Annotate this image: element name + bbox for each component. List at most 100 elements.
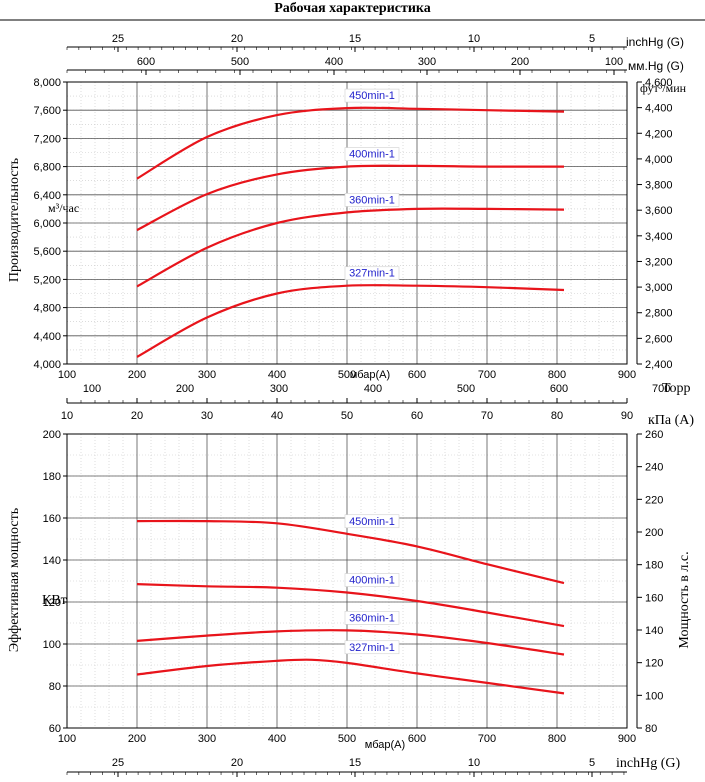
y2-tick-label: 3,600: [645, 205, 673, 217]
chart-title: Рабочая характеристика: [274, 1, 431, 16]
series-label-box: [344, 514, 400, 529]
series-label: 450min-1: [349, 516, 395, 528]
mmhg-tick-label: 200: [511, 56, 529, 68]
series-line-327min-1: [136, 284, 565, 358]
x-tick-label: 900: [618, 733, 636, 745]
y-tick-label: 140: [43, 555, 61, 567]
bottom-inchhg-axis-label: inchHg (G): [616, 756, 680, 771]
bottom-inchhg-tick-label: 5: [589, 757, 595, 769]
x-tick-label: 800: [548, 733, 566, 745]
x-tick-label: 800: [548, 369, 566, 381]
inchhg-axis-label: inchHg (G): [626, 35, 684, 49]
inchhg-tick-label: 10: [468, 33, 480, 45]
y2-tick-label: 4,400: [645, 103, 673, 115]
y-unit-label: м³/час: [48, 201, 79, 215]
x-axis-label: мбар(A): [350, 369, 390, 381]
y2-tick-label: 180: [645, 560, 663, 572]
plot-frame: [66, 433, 628, 729]
kpa-tick-label: 10: [61, 410, 73, 422]
inchhg-tick-label: 20: [231, 33, 243, 45]
series-label-box: [344, 611, 400, 625]
y2-tick-label: 120: [645, 658, 663, 670]
y2-axis-label: фут³/мин: [640, 81, 687, 95]
y-tick-label: 4,800: [33, 303, 61, 315]
series-label-box: [344, 266, 400, 281]
series-label: 360min-1: [349, 194, 395, 206]
y2-axis-label: Мощность в л.с.: [677, 551, 692, 648]
y-unit-label: КВт: [42, 593, 67, 608]
y2-tick-label: 4,600: [645, 77, 673, 89]
kpa-tick-label: 20: [131, 410, 143, 422]
kpa-tick-label: 80: [551, 410, 563, 422]
series-label: 327min-1: [349, 642, 395, 654]
y-tick-label: 7,600: [33, 105, 61, 117]
kpa-axis-label: кПа (A): [648, 413, 694, 428]
bottom-inchhg-tick-label: 25: [112, 757, 124, 769]
series-label-box: [344, 88, 400, 103]
y2-tick-label: 220: [645, 494, 663, 506]
series-label: 400min-1: [349, 149, 395, 161]
series-line-400min-1: [136, 164, 565, 232]
y-tick-label: 160: [43, 513, 61, 525]
kpa-tick-label: 70: [481, 410, 493, 422]
x-tick-label: 600: [408, 369, 426, 381]
mmhg-tick-label: 600: [137, 56, 155, 68]
x-tick-label: 200: [128, 369, 146, 381]
torr-tick-label: 500: [457, 383, 475, 395]
y-tick-label: 180: [43, 471, 61, 483]
y-tick-label: 6,800: [33, 162, 61, 174]
series-line-400min-1: [136, 583, 565, 628]
y2-tick-label: 3,200: [645, 256, 673, 268]
y2-tick-label: 2,800: [645, 308, 673, 320]
y2-tick-label: 240: [645, 462, 663, 474]
y2-tick-label: 260: [645, 429, 663, 441]
y2-tick-label: 3,800: [645, 180, 673, 192]
y-tick-label: 60: [49, 723, 61, 735]
y2-tick-label: 140: [645, 625, 663, 637]
x-tick-label: 500: [338, 733, 356, 745]
inchhg-tick-label: 5: [589, 33, 595, 45]
x-tick-label: 600: [408, 733, 426, 745]
y-axis-label: Эффективная мощность: [7, 508, 22, 652]
series-label: 327min-1: [349, 268, 395, 280]
torr-tick-label: 700: [652, 383, 670, 395]
x-tick-label: 300: [198, 369, 216, 381]
x-tick-label: 700: [478, 733, 496, 745]
y-tick-label: 120: [43, 597, 61, 609]
series-label-box: [344, 147, 400, 161]
y2-tick-label: 80: [645, 723, 657, 735]
mmhg-axis-label: мм.Hg (G): [628, 59, 684, 73]
series-label: 450min-1: [349, 90, 395, 102]
bottom-inchhg-tick-label: 10: [468, 757, 480, 769]
y-axis-label: Производительность: [7, 158, 22, 282]
y2-tick-label: 2,600: [645, 333, 673, 345]
y2-tick-label: 100: [645, 690, 663, 702]
y-tick-label: 80: [49, 681, 61, 693]
series-label-box: [344, 193, 400, 207]
series-line-360min-1: [136, 207, 565, 288]
y2-tick-label: 200: [645, 527, 663, 539]
x-tick-label: 400: [268, 733, 286, 745]
x-tick-label: 900: [618, 369, 636, 381]
series-label-box: [344, 573, 400, 587]
mmhg-tick-label: 100: [605, 56, 623, 68]
kpa-tick-label: 50: [341, 410, 353, 422]
x-axis-label: мбар(A): [365, 739, 405, 751]
y2-tick-label: 3,400: [645, 231, 673, 243]
y-tick-label: 6,400: [33, 190, 61, 202]
y-tick-label: 8,000: [33, 77, 61, 89]
kpa-tick-label: 60: [411, 410, 423, 422]
y-tick-label: 4,000: [33, 359, 61, 371]
series-line-450min-1: [136, 106, 565, 180]
x-tick-label: 700: [478, 369, 496, 381]
y2-tick-label: 3,000: [645, 282, 673, 294]
torr-axis-label: Торр: [662, 381, 691, 396]
inchhg-tick-label: 15: [349, 33, 361, 45]
series-label-box: [344, 640, 400, 655]
y2-tick-label: 4,000: [645, 154, 673, 166]
y-tick-label: 5,200: [33, 274, 61, 286]
x-tick-label: 100: [58, 369, 76, 381]
x-tick-label: 500: [338, 369, 356, 381]
x-tick-label: 100: [58, 733, 76, 745]
